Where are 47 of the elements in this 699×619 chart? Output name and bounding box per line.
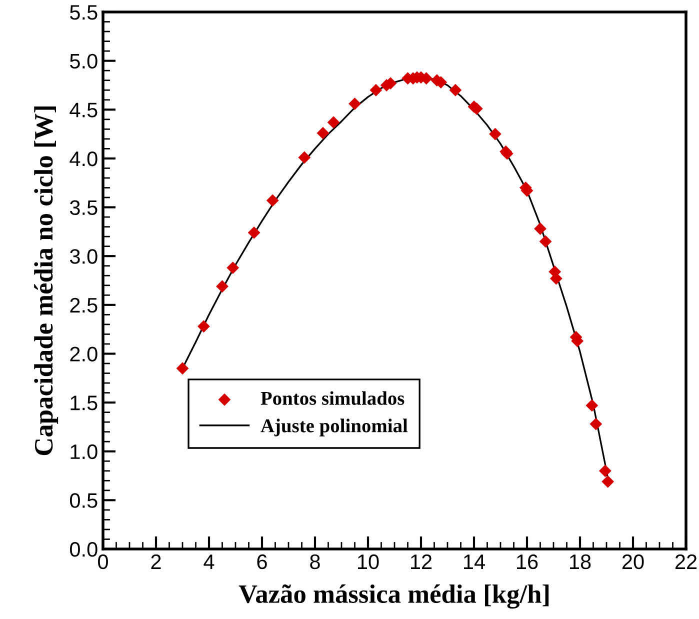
x-tick-label: 22	[675, 554, 697, 569]
point	[370, 84, 382, 96]
point	[216, 280, 228, 293]
y-tick-label: 4.0	[70, 151, 98, 166]
x-tick-label: 16	[517, 554, 538, 570]
y-tick-label: 2.0	[70, 346, 98, 362]
x-tick-label: 2	[151, 554, 161, 569]
point	[298, 151, 311, 164]
legend-label: Pontos simulados	[260, 391, 404, 405]
point	[598, 464, 612, 478]
point	[248, 226, 260, 239]
point	[327, 116, 340, 129]
x-tick-label: 14	[464, 554, 485, 569]
y-tick-label: 1.5	[70, 396, 98, 410]
y-tick-label: 0.0	[70, 542, 98, 557]
x-tick-label: 8	[310, 554, 320, 570]
point	[488, 128, 502, 140]
point	[449, 84, 462, 96]
y-tick-label: 5.0	[70, 54, 98, 69]
point	[266, 194, 279, 207]
x-tick-label: 10	[358, 554, 379, 570]
point	[602, 475, 614, 488]
y-tick-label: 5.5	[70, 5, 98, 20]
point	[590, 418, 602, 430]
point	[316, 126, 330, 140]
point	[534, 222, 546, 235]
y-tick-label: 4.5	[70, 102, 98, 118]
legend-label: Ajuste polinomial	[260, 418, 408, 436]
x-axis-title: Vazão mássica média [kg/h]	[238, 584, 549, 609]
y-tick-label: 0.5	[70, 493, 98, 508]
y-tick-label: 3.5	[70, 200, 98, 216]
y-axis-title: Capacidade média no ciclo [W]	[34, 106, 58, 456]
x-tick-label: 12	[411, 554, 432, 569]
x-tick-label: 4	[204, 554, 214, 569]
y-tick-label: 3.0	[70, 249, 98, 264]
x-tick-label: 18	[570, 554, 591, 570]
x-tick-label: 0	[98, 554, 108, 570]
y-tick-label: 1.0	[70, 444, 98, 460]
point	[197, 320, 210, 333]
y-tick-label: 2.5	[70, 298, 98, 313]
x-tick-label: 20	[622, 554, 644, 570]
point	[539, 235, 552, 248]
point	[176, 362, 189, 375]
x-tick-label: 6	[257, 554, 267, 570]
point	[226, 262, 240, 274]
point	[348, 98, 361, 110]
point	[586, 399, 598, 412]
